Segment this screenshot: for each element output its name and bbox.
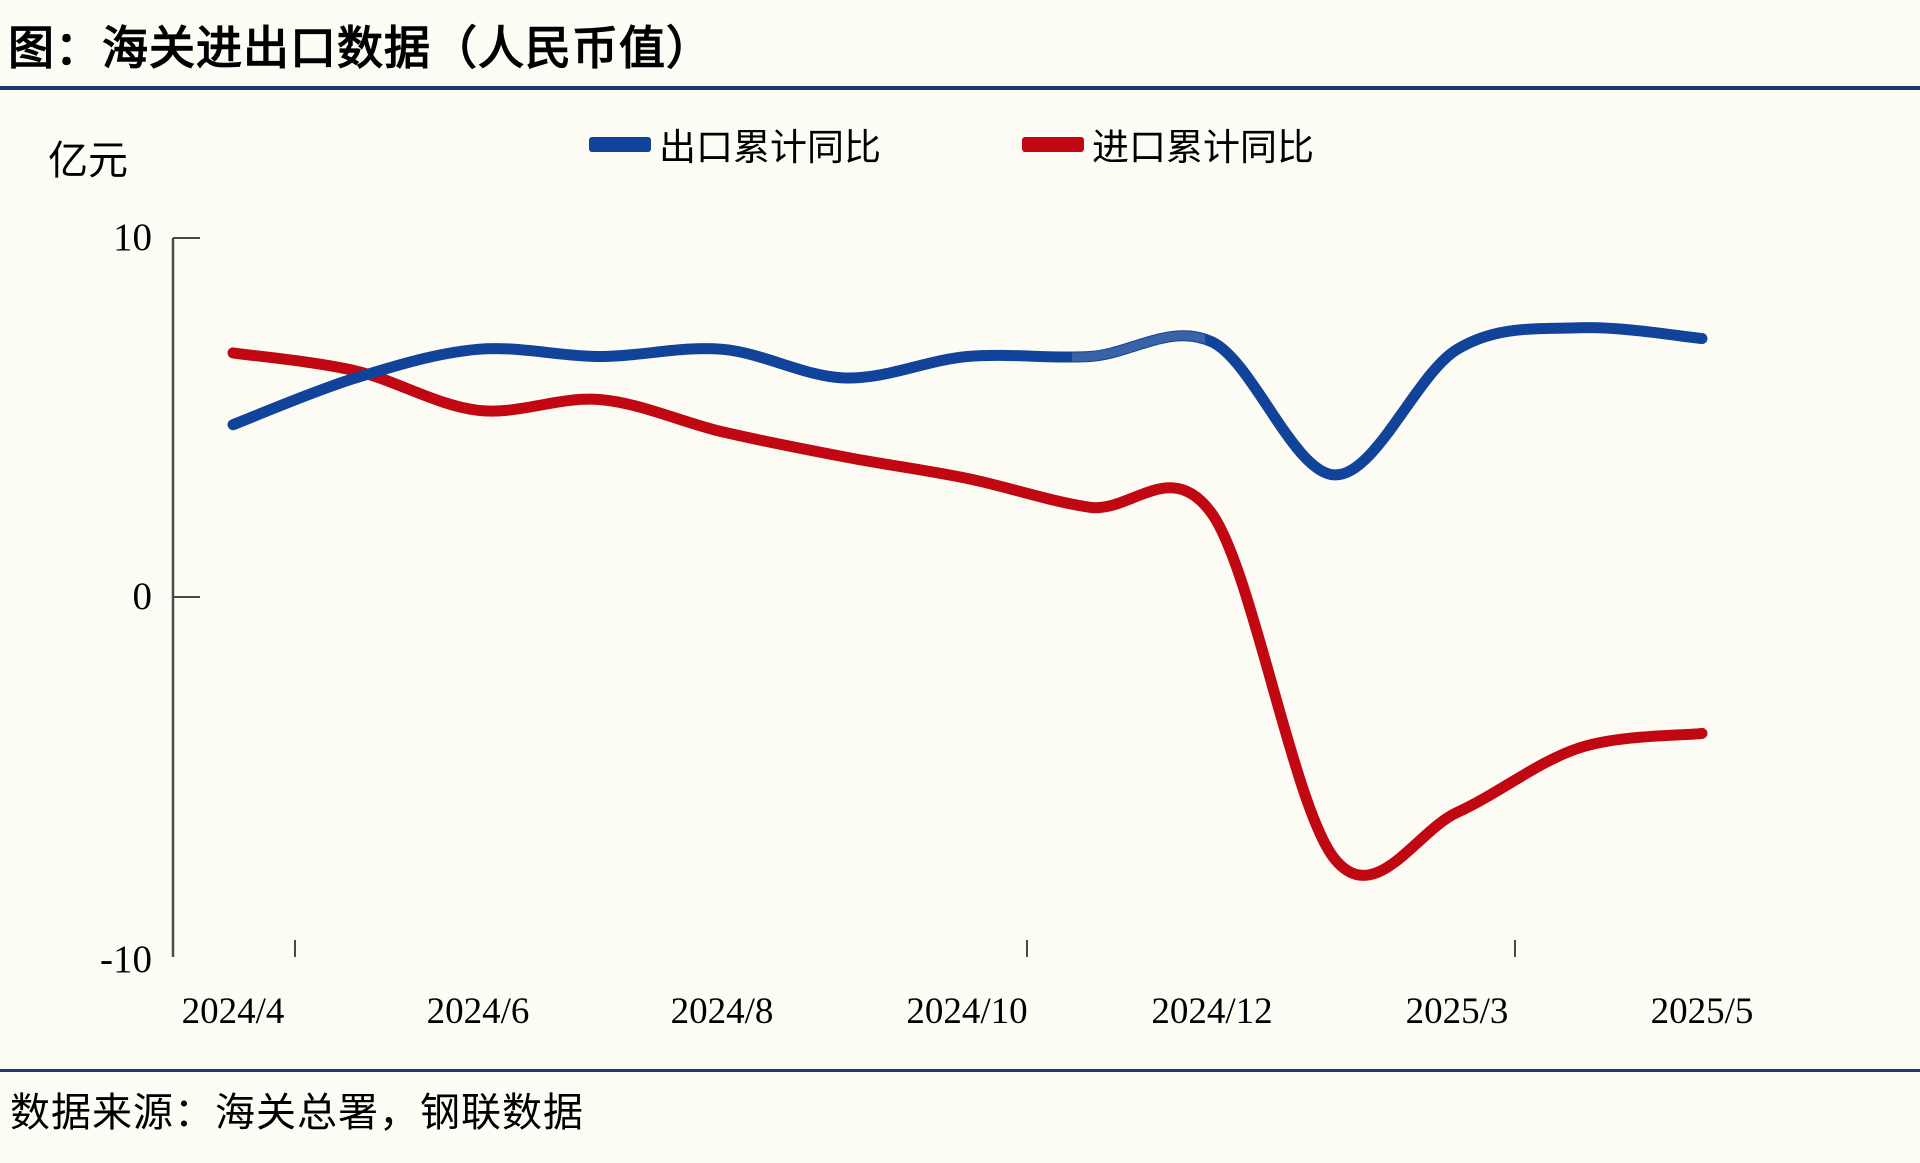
title-divider-line (0, 86, 1920, 90)
export-legend-label: 出口累计同比 (659, 128, 881, 169)
import-line (227, 347, 1708, 881)
x-tick-label: 2024/12 (1151, 991, 1273, 1032)
x-tick-label: 2024/4 (181, 991, 285, 1032)
x-tick-label: 2024/8 (670, 991, 774, 1032)
import-legend-swatch (1022, 136, 1084, 152)
footer-divider-line (0, 1069, 1920, 1072)
x-tick-label: 2024/10 (906, 991, 1028, 1032)
y-tick-label-10: 10 (113, 216, 152, 259)
export-legend-swatch (589, 136, 651, 152)
legend-item-import: 进口累计同比 (1022, 122, 1314, 169)
x-tick-label: 2025/3 (1405, 991, 1509, 1032)
chart-title: 图：海关进出口数据（人民币值） (8, 23, 713, 74)
x-tick-label: 2024/6 (426, 991, 530, 1032)
legend-item-export: 出口累计同比 (589, 122, 881, 169)
import-legend-label: 进口累计同比 (1092, 128, 1314, 169)
x-tick-label: 2025/5 (1650, 991, 1754, 1032)
export-line (227, 322, 1708, 481)
data-source-label: 数据来源：海关总署，钢联数据 (10, 1090, 584, 1135)
y-tick-label-0: 0 (132, 575, 153, 618)
y-axis-unit-label: 亿元 (48, 138, 128, 183)
y-tick-label-minus-10: -10 (100, 938, 152, 981)
